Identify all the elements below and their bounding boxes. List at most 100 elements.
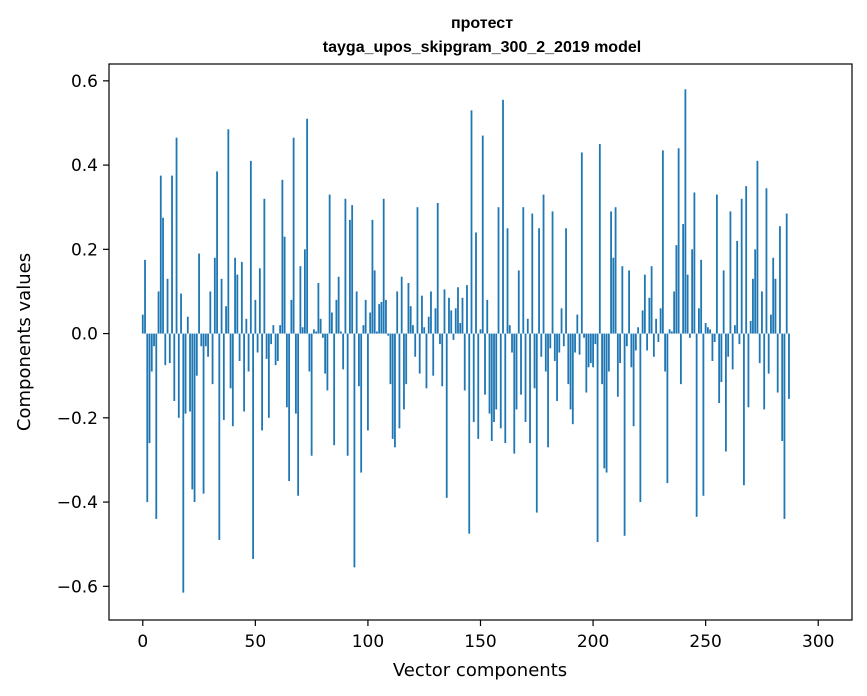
bar-52: [258, 268, 261, 334]
bar-105: [378, 304, 381, 334]
bar-283: [779, 226, 781, 334]
bar-124: [421, 295, 423, 334]
bar-98: [362, 325, 365, 334]
bar-94: [353, 333, 356, 568]
plot-frame: [108, 63, 853, 621]
bar-187: [562, 333, 565, 347]
bar-219: [634, 333, 637, 351]
bar-17: [180, 293, 182, 334]
bar-153: [486, 299, 489, 334]
bar-55: [265, 333, 268, 359]
bar-88: [340, 331, 342, 334]
bar-27: [202, 333, 205, 494]
bar-104: [376, 331, 378, 334]
bar-212: [619, 333, 621, 364]
bar-242: [686, 274, 689, 334]
bar-215: [625, 333, 628, 347]
bar-99: [364, 299, 367, 334]
bar-9: [162, 217, 164, 334]
bar-189: [567, 333, 570, 385]
chart-subtitle: tayga_upos_skipgram_300_2_2019 model: [323, 39, 641, 56]
bar-1: [144, 259, 146, 334]
bar-285: [783, 333, 786, 519]
bar-188: [565, 228, 567, 334]
bar-225: [648, 297, 651, 334]
bar-221: [639, 333, 642, 503]
bar-87: [337, 276, 340, 334]
bar-54: [263, 198, 266, 334]
bar-120: [412, 325, 414, 334]
y-tick-label-5: 0.4: [71, 156, 98, 176]
bar-278: [767, 333, 770, 374]
bar-175: [535, 333, 538, 513]
bar-200: [592, 333, 594, 368]
bar-170: [524, 333, 527, 423]
bar-129: [432, 333, 435, 376]
bar-16: [177, 333, 180, 418]
bar-161: [504, 333, 507, 444]
bar-84: [331, 312, 333, 334]
bar-86: [335, 299, 338, 334]
y-tick-label-0: −0.6: [57, 577, 98, 597]
bar-128: [430, 291, 432, 334]
bar-271: [752, 278, 754, 334]
bar-176: [538, 228, 540, 334]
bar-147: [472, 333, 475, 423]
bar-46: [245, 318, 248, 334]
bar-40: [231, 333, 234, 427]
bar-137: [450, 310, 453, 334]
x-tick-label-50: 50: [245, 632, 267, 652]
y-axis-label: Components values: [14, 253, 35, 431]
bar-107: [382, 198, 385, 334]
bar-174: [533, 333, 536, 389]
bar-89: [342, 333, 345, 370]
bar-71: [301, 327, 304, 334]
bar-199: [589, 333, 592, 364]
bar-149: [477, 333, 480, 439]
bar-208: [610, 211, 612, 334]
bar-66: [290, 299, 293, 334]
bar-14: [173, 333, 176, 401]
bar-91: [346, 333, 349, 456]
bar-117: [405, 333, 408, 385]
bar-233: [666, 333, 669, 484]
bar-146: [470, 110, 473, 334]
bar-4: [150, 333, 153, 372]
bar-184: [556, 333, 558, 401]
bar-10: [164, 333, 167, 366]
x-tick-label-300: 300: [802, 632, 834, 652]
bar-85: [333, 333, 336, 446]
bar-204: [601, 333, 603, 385]
bar-13: [171, 175, 173, 334]
bar-57: [270, 333, 273, 345]
bar-43: [238, 333, 241, 361]
bar-11: [166, 278, 169, 334]
bar-185: [558, 333, 561, 353]
bar-180: [547, 333, 549, 448]
bar-154: [488, 333, 491, 414]
bar-255: [716, 194, 718, 334]
bar-83: [328, 194, 331, 334]
bar-197: [585, 333, 588, 393]
bar-213: [621, 266, 624, 334]
bar-116: [403, 333, 405, 410]
bar-192: [574, 333, 576, 353]
bar-173: [531, 213, 534, 334]
bar-171: [526, 318, 529, 334]
bar-205: [603, 333, 606, 469]
bar-265: [738, 333, 741, 345]
bar-237: [675, 245, 678, 334]
bar-63: [283, 236, 286, 334]
bar-119: [409, 306, 412, 334]
bar-254: [713, 333, 716, 342]
bar-253: [711, 333, 714, 361]
bar-251: [707, 327, 709, 334]
bar-244: [691, 249, 694, 334]
bar-193: [576, 314, 579, 334]
bar-232: [664, 333, 667, 372]
bar-145: [468, 333, 471, 534]
bar-82: [326, 333, 329, 391]
bar-235: [670, 331, 673, 334]
bar-236: [673, 291, 676, 334]
